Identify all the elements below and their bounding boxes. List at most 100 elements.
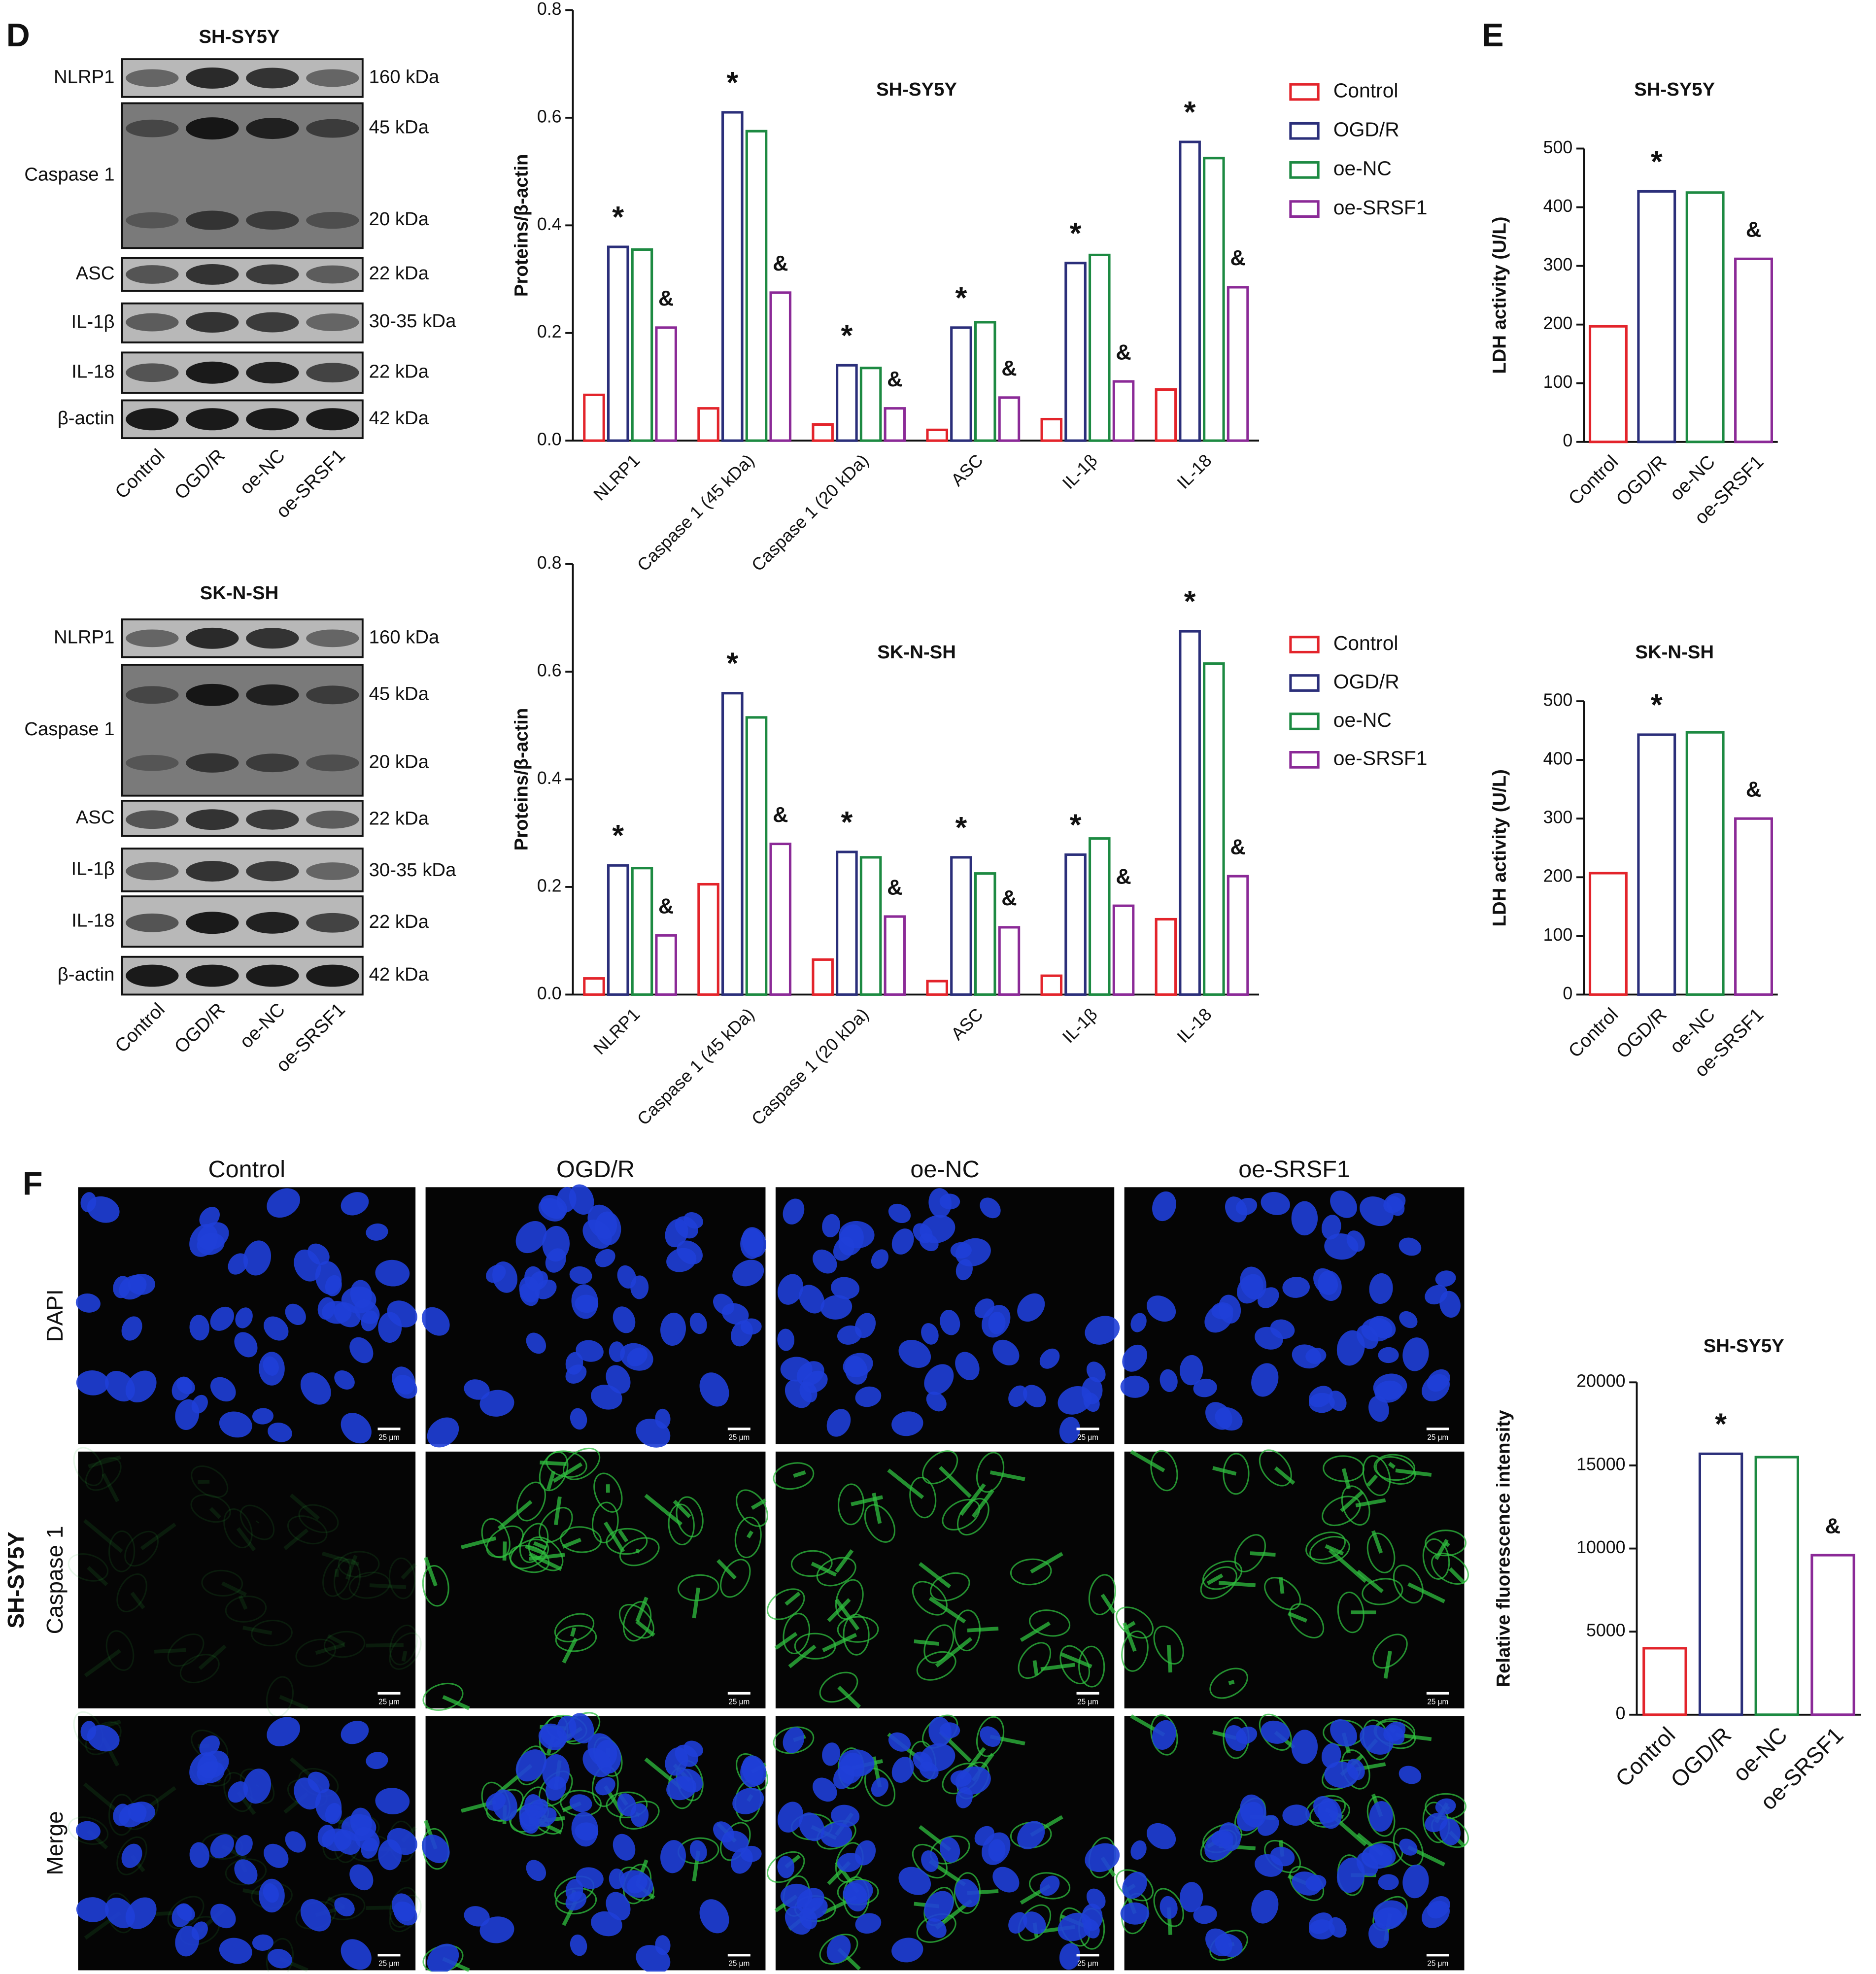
micrograph [1125,1452,1465,1708]
blot-size-label: 22 kDa [369,808,429,829]
legend-label: oe-SRSF1 [1333,196,1428,219]
nucleus [128,1274,155,1295]
legend-swatch [1291,123,1318,138]
blot-band [306,212,359,229]
bar [1204,158,1224,441]
significance-mark: & [1001,886,1017,910]
cytoskeleton [1169,1645,1170,1672]
blot-lane-label: oe-NC [236,445,289,499]
blot-title: SH-SY5Y [199,26,279,47]
x-tick-label: ASC [947,450,987,490]
bar [1156,919,1175,994]
cytoskeleton [1219,1583,1255,1585]
blot-band [306,685,359,704]
nucleus [128,1802,155,1823]
blot-band [306,913,359,933]
legend-swatch [1291,163,1318,178]
bar [975,874,994,995]
y-tick-label: 300 [1543,808,1573,827]
y-tick-label: 0 [1616,1703,1626,1723]
scale-bar-label: 25 μm [1427,1960,1448,1968]
bar [1638,735,1675,994]
blot-band [186,809,239,830]
bar [1066,854,1085,994]
bar [1156,389,1175,441]
blot-band [186,264,239,285]
blot-row-label: Caspase 1 [24,164,114,185]
blot-band [306,754,359,771]
scale-bar-label: 25 μm [1427,1433,1448,1442]
bar [1812,1555,1854,1715]
y-tick-label: 500 [1543,690,1573,710]
x-tick-label: IL-18 [1173,1004,1216,1047]
bar [723,112,742,441]
bar [584,979,604,995]
bar [861,857,880,995]
cytoskeleton [403,1651,405,1662]
cytoskeleton [257,1522,258,1523]
bar [1228,876,1247,994]
cytoskeleton [1446,1543,1449,1546]
blot-band [186,684,239,706]
significance-mark: & [887,876,902,899]
blot-band [126,212,178,229]
significance-mark: & [773,252,788,275]
scale-bar-label: 25 μm [378,1960,400,1968]
y-tick-label: 0.8 [537,0,562,19]
cytoskeleton [370,1585,406,1587]
significance-mark: & [773,803,788,827]
y-tick-label: 0 [1563,431,1572,450]
cytoskeleton [1034,1661,1036,1675]
bar [1066,263,1085,441]
blot-band [306,862,359,880]
blot-band [306,363,359,382]
x-tick-label: Control [1565,451,1623,510]
significance-mark: * [726,646,738,680]
x-tick-label: Caspase 1 (45 kDa) [633,1004,758,1129]
bar [999,927,1019,995]
blot-size-label: 42 kDa [369,408,429,429]
blot-band [246,68,299,88]
bar [1042,976,1061,994]
x-tick-label: OGD/R [1666,1722,1736,1792]
y-tick-label: 0.6 [537,106,562,126]
blot-size-label: 42 kDa [369,964,429,985]
bar [1090,839,1109,995]
blot-size-label: 22 kDa [369,361,429,382]
blot-band [246,118,299,139]
blot-row-label: NLRP1 [54,626,115,647]
blot-band [186,312,239,333]
blot-band [306,313,359,331]
blot-row-label: Caspase 1 [24,718,114,740]
bar [885,408,904,441]
significance-mark: * [1184,95,1196,129]
x-tick-label: Caspase 1 (20 kDa) [748,450,872,575]
significance-mark: * [612,200,624,234]
bar [927,981,947,994]
bar [656,328,676,441]
significance-mark: & [1746,218,1761,242]
nucleus [259,1352,285,1386]
bar [885,917,904,994]
significance-mark: * [1070,216,1082,250]
significance-mark: & [1116,865,1131,888]
blot-band [186,628,239,649]
column-label: oe-NC [910,1156,979,1183]
bar [927,430,947,441]
column-label: Control [208,1156,285,1183]
nucleus [259,1879,285,1913]
bar [747,717,766,994]
blot-band [126,686,178,704]
y-tick-label: 0.4 [537,214,562,234]
blot-band [186,753,239,773]
bar [1687,193,1723,442]
blot-band [126,862,178,881]
bar [837,365,856,441]
significance-mark: & [887,368,902,391]
y-tick-label: 0.0 [537,430,562,449]
y-tick-label: 15000 [1576,1454,1625,1474]
bar [1590,873,1627,994]
y-tick-label: 10000 [1576,1537,1625,1557]
blot-band [126,265,178,284]
bar [1736,259,1772,442]
